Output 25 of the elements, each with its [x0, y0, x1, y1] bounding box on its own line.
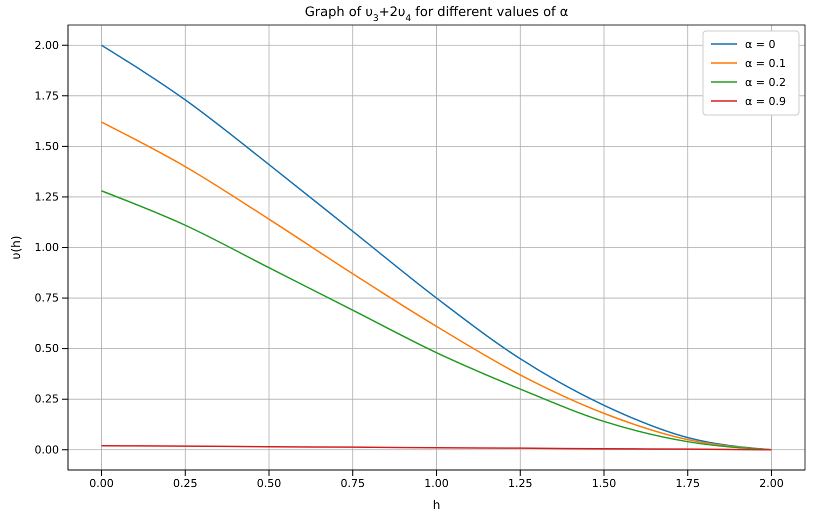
- legend-label: α = 0: [745, 38, 776, 51]
- y-tick-label: 1.50: [34, 140, 59, 153]
- x-tick-label: 0.50: [256, 476, 282, 490]
- x-tick-label: 0.00: [89, 476, 114, 490]
- legend-label: α = 0.2: [745, 76, 786, 89]
- y-axis-title: υ(h): [9, 236, 23, 260]
- legend-label: α = 0.9: [745, 95, 786, 108]
- x-tick-label: 1.25: [508, 476, 532, 490]
- y-tick-label: 1.00: [34, 241, 59, 254]
- x-tick-label: 0.25: [173, 476, 198, 490]
- y-tick-label: 1.75: [34, 89, 59, 102]
- x-axis-title: h: [432, 498, 440, 512]
- x-tick-label: 1.50: [592, 476, 616, 490]
- y-tick-label: 0.50: [34, 342, 59, 356]
- y-tick-label: 0.00: [34, 443, 59, 456]
- x-tick-label: 1.75: [676, 476, 700, 490]
- x-tick-label: 2.00: [759, 476, 784, 490]
- y-tick-label: 1.25: [34, 190, 59, 204]
- y-tick-label: 0.75: [34, 292, 59, 305]
- x-tick-label: 0.75: [340, 476, 365, 490]
- chart-title: Graph of υ$_{3}$+2υ$_{4}$ for different values of α: [304, 5, 568, 24]
- legend-label: α = 0.1: [745, 57, 786, 70]
- y-tick-label: 2.00: [34, 38, 59, 52]
- y-tick-label: 0.25: [34, 392, 59, 406]
- x-tick-label: 1.00: [424, 476, 449, 490]
